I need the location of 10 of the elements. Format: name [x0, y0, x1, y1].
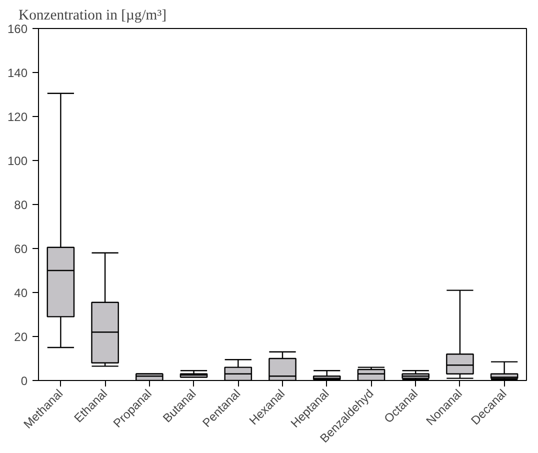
- y-tick-label: 140: [7, 66, 28, 80]
- y-tick-label: 0: [20, 374, 28, 388]
- y-tick-label: 120: [7, 110, 28, 124]
- y-tick-label: 60: [14, 242, 28, 256]
- y-tick-label: 100: [7, 154, 28, 168]
- y-tick-label: 40: [14, 286, 28, 300]
- y-tick-label: 80: [14, 198, 28, 212]
- y-tick-label: 160: [7, 22, 28, 36]
- y-tick-label: 20: [14, 330, 28, 344]
- y-axis-title: Konzentration in [µg/m³]: [18, 8, 166, 24]
